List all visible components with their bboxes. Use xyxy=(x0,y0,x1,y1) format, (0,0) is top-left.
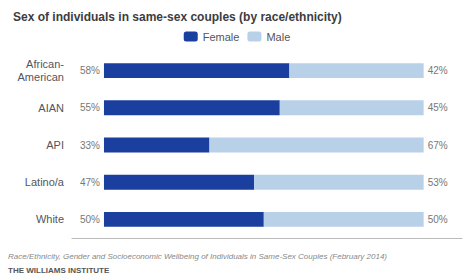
svg-text:Sex of individuals in same-sex: Sex of individuals in same-sex couples (… xyxy=(13,10,342,24)
svg-text:50%: 50% xyxy=(80,214,100,225)
svg-text:Race/Ethnicity, Gender and Soc: Race/Ethnicity, Gender and Socioeconomic… xyxy=(8,252,387,261)
svg-text:50%: 50% xyxy=(428,214,448,225)
svg-text:58%: 58% xyxy=(80,65,100,76)
svg-text:American: American xyxy=(18,71,64,83)
svg-text:Male: Male xyxy=(266,31,290,43)
svg-text:53%: 53% xyxy=(428,177,448,188)
svg-text:Female: Female xyxy=(203,31,240,43)
svg-text:47%: 47% xyxy=(80,177,100,188)
svg-text:45%: 45% xyxy=(428,102,448,113)
svg-text:33%: 33% xyxy=(80,140,100,151)
svg-text:API: API xyxy=(46,139,64,151)
svg-text:THE WILLIAMS INSTITUTE: THE WILLIAMS INSTITUTE xyxy=(8,266,110,275)
svg-text:Latino/a: Latino/a xyxy=(25,176,65,188)
svg-text:42%: 42% xyxy=(428,65,448,76)
svg-text:White: White xyxy=(36,213,64,225)
svg-text:55%: 55% xyxy=(80,102,100,113)
svg-text:67%: 67% xyxy=(428,140,448,151)
svg-text:African-: African- xyxy=(26,58,64,70)
svg-text:AIAN: AIAN xyxy=(38,102,64,114)
